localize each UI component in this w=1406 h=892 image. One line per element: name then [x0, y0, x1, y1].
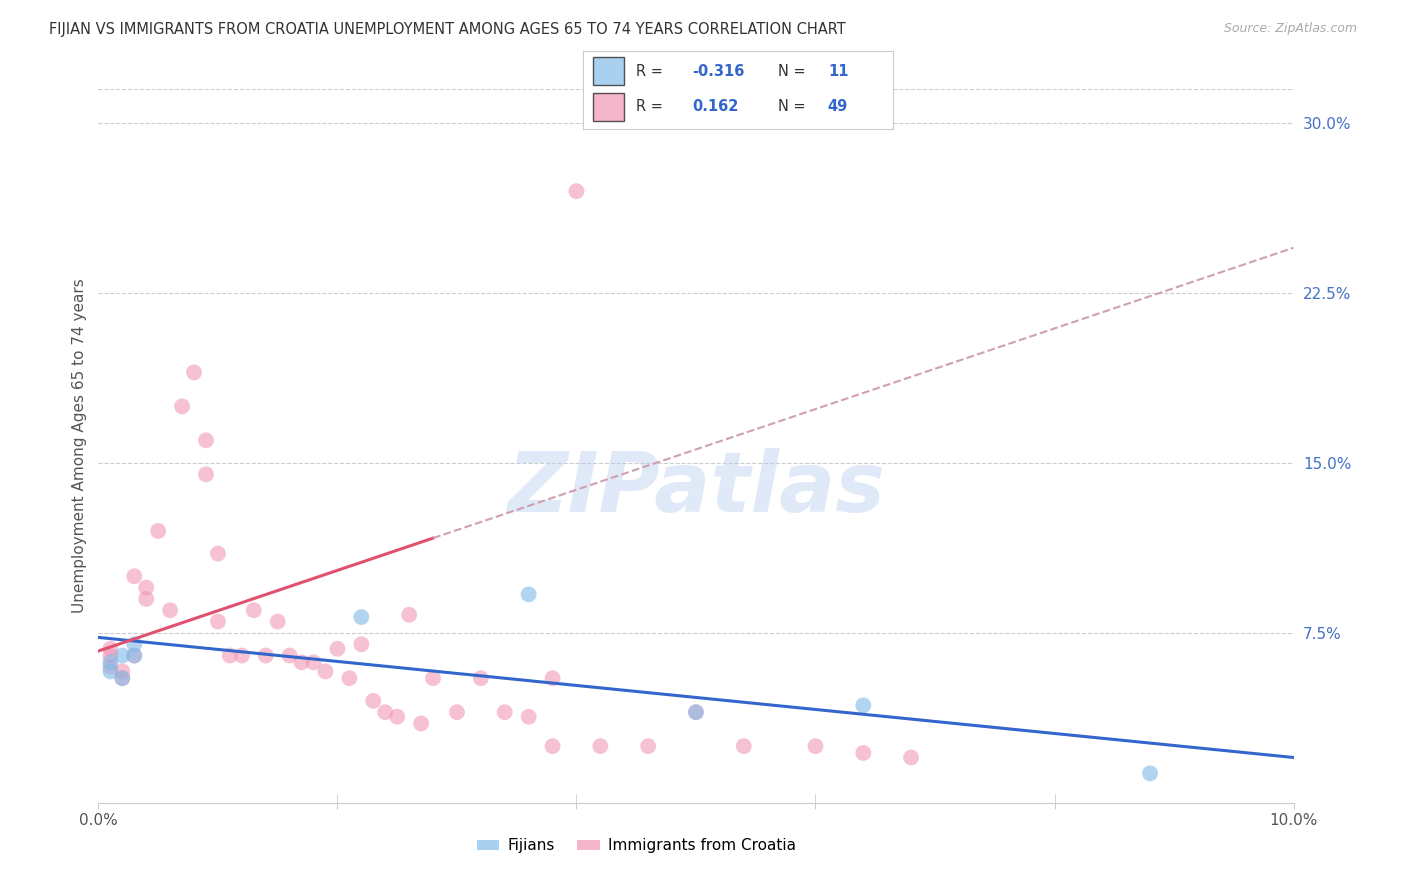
Point — [852, 698, 875, 713]
Text: FIJIAN VS IMMIGRANTS FROM CROATIA UNEMPLOYMENT AMONG AGES 65 TO 74 YEARS CORRELA: FIJIAN VS IMMIGRANTS FROM CROATIA UNEMPL… — [49, 22, 846, 37]
Point — [207, 615, 229, 629]
Point — [111, 648, 134, 663]
Point — [98, 665, 122, 679]
Point — [350, 610, 373, 624]
Text: R =: R = — [636, 64, 668, 79]
Text: -0.316: -0.316 — [692, 64, 744, 79]
Point — [124, 648, 146, 663]
Text: 0.162: 0.162 — [692, 100, 738, 114]
Y-axis label: Unemployment Among Ages 65 to 74 years: Unemployment Among Ages 65 to 74 years — [72, 278, 87, 614]
Point — [98, 641, 122, 656]
Point — [517, 709, 540, 723]
Point — [385, 709, 409, 723]
Point — [124, 569, 146, 583]
FancyBboxPatch shape — [593, 57, 624, 86]
Point — [637, 739, 659, 754]
Point — [541, 671, 564, 685]
Point — [852, 746, 875, 760]
Point — [231, 648, 253, 663]
Point — [219, 648, 242, 663]
Point — [111, 671, 134, 685]
Point — [900, 750, 922, 764]
Point — [411, 716, 433, 731]
Point — [291, 656, 314, 670]
Point — [339, 671, 361, 685]
Point — [243, 603, 266, 617]
Point — [183, 365, 205, 379]
Point — [541, 739, 564, 754]
Point — [159, 603, 181, 617]
Point — [267, 615, 290, 629]
Point — [589, 739, 612, 754]
Point — [350, 637, 373, 651]
Point — [135, 591, 157, 606]
Text: R =: R = — [636, 100, 668, 114]
Text: N =: N = — [779, 64, 811, 79]
Point — [111, 665, 134, 679]
Point — [374, 705, 396, 719]
Point — [278, 648, 301, 663]
FancyBboxPatch shape — [593, 94, 624, 121]
Legend: Fijians, Immigrants from Croatia: Fijians, Immigrants from Croatia — [471, 832, 801, 859]
Point — [1139, 766, 1161, 780]
Point — [172, 400, 194, 414]
Text: 11: 11 — [828, 64, 848, 79]
Point — [111, 671, 134, 685]
Point — [195, 467, 218, 482]
Text: 49: 49 — [828, 100, 848, 114]
Point — [135, 581, 157, 595]
Point — [98, 648, 122, 663]
Point — [124, 637, 146, 651]
Text: Source: ZipAtlas.com: Source: ZipAtlas.com — [1223, 22, 1357, 36]
Point — [733, 739, 755, 754]
Point — [254, 648, 277, 663]
Text: ZIPatlas: ZIPatlas — [508, 449, 884, 529]
Point — [326, 641, 349, 656]
Point — [363, 694, 385, 708]
Point — [98, 660, 122, 674]
Point — [446, 705, 468, 719]
Point — [422, 671, 444, 685]
Point — [804, 739, 827, 754]
Point — [685, 705, 707, 719]
Point — [98, 656, 122, 670]
Point — [494, 705, 516, 719]
Point — [124, 648, 146, 663]
Point — [565, 184, 588, 198]
Point — [470, 671, 492, 685]
Text: N =: N = — [779, 100, 811, 114]
Point — [315, 665, 337, 679]
Point — [207, 547, 229, 561]
Point — [517, 587, 540, 601]
Point — [195, 434, 218, 448]
Point — [302, 656, 325, 670]
Point — [398, 607, 420, 622]
Point — [148, 524, 170, 538]
Point — [685, 705, 707, 719]
